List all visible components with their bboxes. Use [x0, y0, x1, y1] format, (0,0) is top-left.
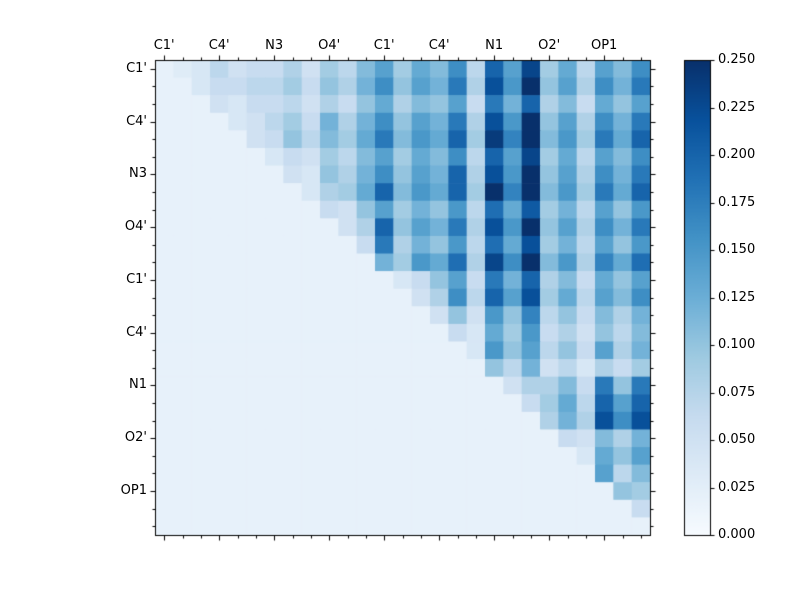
colorbar-tick-label: 0.050: [718, 432, 756, 447]
x-axis-label: N1: [485, 38, 504, 53]
colorbar-tick-label: 0.125: [718, 289, 756, 305]
x-axis-label: C1': [373, 38, 395, 53]
x-axis-label: OP1: [590, 38, 618, 53]
y-axis-label: N3: [129, 166, 147, 182]
y-axis-label: C4': [126, 113, 147, 129]
y-axis-label: O4': [124, 219, 147, 235]
y-axis-label: C1': [126, 271, 147, 287]
colorbar-tick-label: 0.000: [718, 527, 756, 542]
x-axis-label: C4': [428, 38, 450, 53]
y-axis-label: N1: [129, 377, 147, 393]
x-axis-label: N3: [265, 38, 284, 53]
colorbar-tick-label: 0.075: [718, 384, 756, 400]
colorbar-tick-label: 0.150: [718, 242, 756, 257]
colorbar-tick-label: 0.175: [718, 194, 756, 210]
x-axis-label: C4': [208, 38, 230, 53]
colorbar-tick-label: 0.200: [718, 147, 756, 162]
y-axis-label: O2': [124, 430, 147, 446]
colorbar-tick-label: 0.250: [718, 52, 756, 67]
colorbar-tick-label: 0.225: [718, 99, 756, 115]
y-axis-label: OP1: [120, 483, 147, 499]
x-axis-label: O4': [318, 38, 341, 53]
x-axis-label: O2': [538, 38, 561, 53]
colorbar-tick-label: 0.100: [718, 337, 756, 352]
colorbar-tick-label: 0.025: [718, 479, 756, 495]
y-axis-label: C1': [126, 60, 147, 76]
x-axis-label: C1': [153, 38, 175, 53]
y-axis-label: C4': [126, 324, 147, 340]
